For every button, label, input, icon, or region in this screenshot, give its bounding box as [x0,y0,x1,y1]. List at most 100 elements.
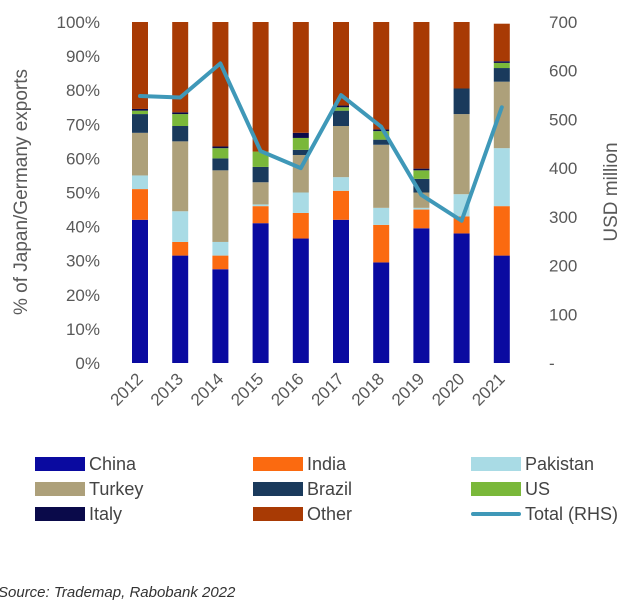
left-tick-label: 20% [66,286,100,305]
x-tick-label-2015: 2015 [227,369,267,409]
chart-legend: China India Pakistan Turkey Brazil US Italy Oth… [0,452,638,532]
right-tick-label: 700 [549,13,577,32]
right-tick-label: 600 [549,62,577,81]
bar-segment-china-2012 [132,219,148,363]
bar-segment-us-2016 [292,137,309,150]
left-axis-ticks: 0% 10% 20% 30% 40% 50% 60% 70% 80% 90% 100% [57,13,100,373]
left-tick-label: 30% [66,252,100,271]
left-tick-label: 10% [66,320,100,339]
bar-segment-brazil-2016 [292,149,309,155]
bar-segment-india-2015 [252,206,269,224]
right-tick-label: 300 [549,208,577,227]
right-tick-label: - [549,354,555,373]
legend-swatch [35,457,85,471]
legend-swatch [471,482,521,496]
x-tick-label-2016: 2016 [267,369,307,409]
bar-segment-us-2014 [212,148,229,159]
right-tick-label: 100 [549,305,577,324]
legend-item-brazil: Brazil [253,478,352,500]
bar-segment-pakistan-2014 [212,241,229,256]
bar-segment-india-2013 [172,241,189,256]
bar-segment-india-2020 [453,216,470,234]
bar-segment-us-2012 [132,110,148,115]
bar-segment-other-2021 [493,23,510,62]
bar-segment-us-2017 [333,107,349,111]
bar-segment-brazil-2020 [453,88,470,115]
bar-segment-china-2020 [453,233,470,363]
bar-layer [132,22,510,363]
legend-swatch [253,457,303,471]
legend-item-total-rhs: Total (RHS) [471,503,618,525]
bar-segment-turkey-2020 [453,114,470,195]
left-tick-label: 80% [66,81,100,100]
left-tick-label: 70% [66,115,100,134]
bar-segment-turkey-2012 [132,132,148,176]
legend-label: Other [307,503,353,524]
bar-segment-italy-2013 [172,112,189,115]
left-tick-label: 90% [66,47,100,66]
left-tick-label: 100% [57,13,100,32]
stacked-bar-line-chart: 0% 10% 20% 30% 40% 50% 60% 70% 80% 90% 100% - 100 20… [11,13,622,410]
right-tick-label: 400 [549,159,577,178]
bar-segment-other-2016 [292,22,309,133]
line-layer [138,61,504,223]
bar-segment-pakistan-2016 [292,192,309,213]
right-tick-label: 200 [549,257,577,276]
legend-item-pakistan: Pakistan [471,453,594,475]
legend-label: China [89,453,137,474]
legend-label: Brazil [307,478,353,499]
bar-segment-pakistan-2015 [252,204,269,207]
legend-label: Total (RHS) [525,503,619,524]
bar-segment-turkey-2015 [252,182,269,205]
bar-segment-pakistan-2017 [333,177,349,191]
x-axis-ticks: 2012 2013 2014 2015 2016 2017 2018 2019 2020 2021 [107,369,509,409]
legend-label: US [525,478,551,499]
legend-item-china: China [35,453,136,475]
legend-swatch [35,507,85,521]
bar-segment-brazil-2021 [493,68,510,82]
bar-segment-china-2015 [252,223,269,363]
left-tick-label: 60% [66,149,100,168]
left-tick-label: 50% [66,184,100,203]
bar-segment-pakistan-2019 [413,207,430,210]
x-tick-label-2021: 2021 [468,369,508,409]
bar-segment-brazil-2017 [333,110,349,127]
bar-segment-italy-2012 [132,108,148,111]
bar-segment-other-2019 [413,22,430,169]
bar-segment-other-2017 [333,22,349,106]
bar-segment-other-2012 [132,22,148,109]
left-axis-title: % of Japan/Germany exports [11,69,32,315]
source-note: Source: Trademap, Rabobank 2022 [0,584,236,601]
bar-segment-italy-2014 [212,146,229,149]
bar-segment-italy-2016 [292,132,309,138]
bar-segment-china-2019 [413,228,430,363]
bar-segment-brazil-2014 [212,158,229,171]
bar-segment-india-2021 [493,206,510,256]
bar-segment-china-2021 [493,255,510,363]
legend-label: Pakistan [525,453,595,474]
bar-segment-pakistan-2021 [493,148,510,207]
bar-segment-italy-2017 [333,105,349,108]
x-tick-label-2018: 2018 [348,369,388,409]
bar-segment-india-2014 [212,255,229,270]
legend-item-italy: Italy [35,503,122,525]
bar-segment-china-2017 [333,219,349,363]
bar-segment-turkey-2021 [493,81,510,149]
bar-segment-us-2019 [413,170,430,179]
bar-segment-turkey-2018 [373,144,390,208]
bar-segment-pakistan-2013 [172,211,189,242]
bar-segment-us-2018 [373,131,390,140]
x-tick-label-2012: 2012 [107,369,147,409]
bar-segment-italy-2019 [413,168,430,171]
bar-segment-china-2018 [373,262,390,363]
x-tick-label-2020: 2020 [428,369,468,409]
legend-item-us: US [471,478,550,500]
bar-segment-us-2015 [252,151,269,167]
bar-segment-turkey-2017 [333,126,349,178]
bar-segment-other-2013 [172,22,189,113]
legend-label: Turkey [89,478,144,499]
bar-segment-india-2017 [333,190,349,220]
bar-segment-brazil-2015 [252,166,269,183]
left-tick-label: 40% [66,218,100,237]
bar-segment-pakistan-2018 [373,207,390,225]
